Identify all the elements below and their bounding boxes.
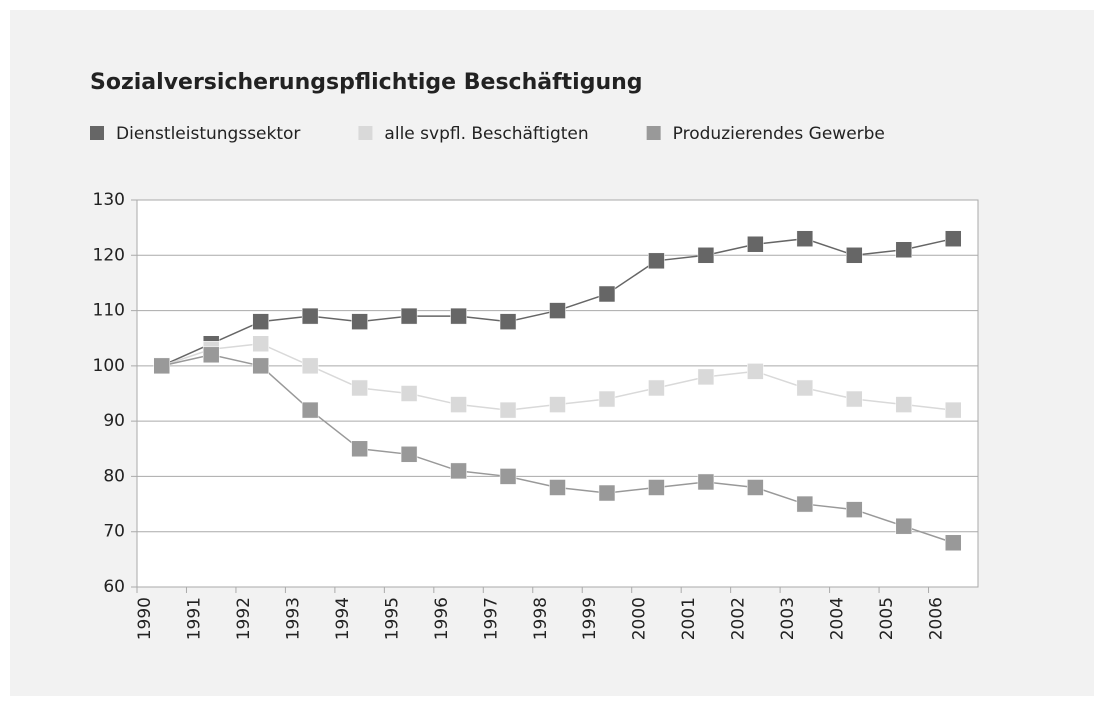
marker (648, 479, 665, 496)
marker (598, 390, 616, 408)
marker (351, 379, 368, 397)
y-tick-label: 120 (93, 245, 125, 265)
x-tick-label: 2006 (927, 597, 947, 640)
marker (846, 247, 863, 264)
x-tick-label: 2001 (679, 597, 699, 640)
legend-swatch (646, 126, 661, 140)
marker (697, 368, 715, 386)
marker (796, 230, 814, 247)
marker (945, 230, 962, 247)
marker (648, 379, 665, 397)
marker (153, 357, 170, 375)
marker (895, 517, 913, 535)
marker (796, 379, 814, 397)
plot-area (136, 199, 979, 588)
chart-title: Sozialversicherungspflichtige Beschäftig… (90, 70, 643, 95)
marker (549, 302, 566, 319)
marker (301, 357, 319, 375)
marker (400, 446, 418, 463)
marker (895, 241, 913, 259)
legend-label: Dienstleistungssektor (116, 124, 300, 144)
marker (499, 401, 517, 419)
marker (648, 252, 665, 270)
y-tick-label: 110 (93, 301, 125, 321)
y-tick-label: 70 (103, 522, 125, 542)
marker (351, 440, 368, 458)
legend-label: Produzierendes Gewerbe (673, 124, 885, 144)
marker (846, 390, 863, 408)
marker (252, 313, 269, 330)
marker (895, 396, 913, 413)
legend-label: alle svpfl. Beschäftigten (384, 124, 588, 144)
marker (747, 235, 764, 253)
marker (400, 385, 418, 402)
marker (202, 346, 220, 364)
x-tick-label: 1990 (135, 597, 155, 640)
x-tick-label: 1991 (184, 597, 204, 640)
marker (598, 484, 616, 502)
marker (796, 495, 814, 513)
y-tick-label: 80 (103, 466, 125, 486)
marker (450, 396, 467, 413)
marker (747, 479, 764, 496)
legend-swatch (358, 126, 373, 140)
marker (846, 501, 863, 518)
marker (598, 285, 616, 303)
marker (549, 396, 566, 413)
x-tick-label: 1992 (234, 597, 254, 640)
marker (697, 247, 715, 264)
marker (450, 462, 467, 480)
x-tick-label: 1996 (432, 597, 452, 640)
marker (252, 357, 269, 375)
x-tick-label: 1994 (333, 597, 353, 640)
marker (351, 313, 368, 330)
marker (252, 335, 269, 352)
x-tick-label: 1993 (283, 597, 303, 640)
x-tick-label: 1997 (481, 597, 501, 640)
x-tick-label: 2005 (877, 597, 897, 640)
legend-swatch (90, 126, 104, 140)
marker (400, 307, 418, 325)
marker (747, 363, 764, 380)
y-tick-label: 60 (103, 577, 125, 597)
x-tick-label: 1995 (382, 597, 402, 640)
x-tick-label: 1999 (580, 597, 600, 640)
y-tick-label: 130 (93, 190, 125, 210)
y-tick-label: 90 (103, 411, 125, 431)
marker (301, 401, 319, 419)
marker (697, 473, 715, 491)
marker (499, 313, 517, 330)
x-tick-label: 2002 (729, 597, 749, 640)
marker (450, 307, 467, 325)
marker (945, 534, 962, 552)
x-tick-label: 2000 (630, 597, 650, 640)
x-tick-label: 1998 (531, 597, 551, 640)
x-tick-label: 2003 (778, 597, 798, 640)
y-tick-label: 100 (93, 356, 125, 376)
x-tick-label: 2004 (828, 597, 848, 640)
marker (945, 401, 962, 419)
marker (549, 479, 566, 496)
marker (301, 307, 319, 325)
marker (499, 468, 517, 485)
